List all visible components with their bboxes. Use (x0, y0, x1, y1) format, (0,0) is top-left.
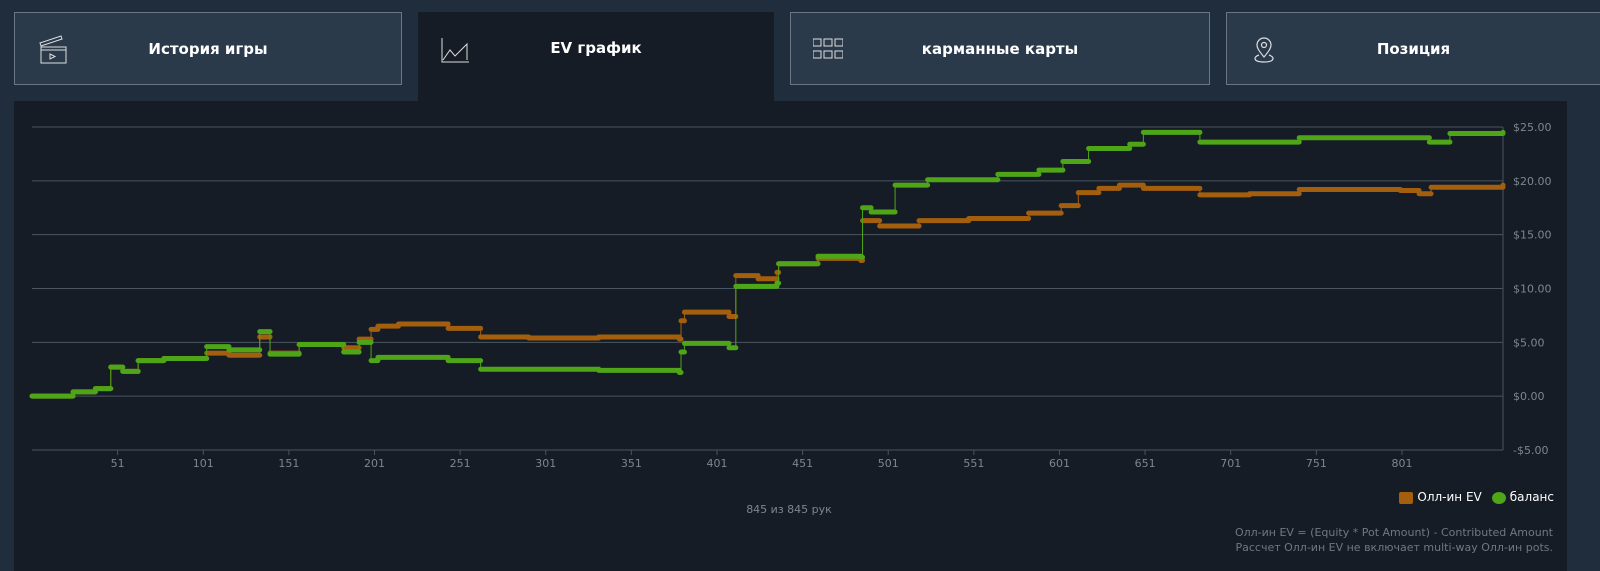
x-tick-label: 451 (792, 457, 813, 470)
x-tick-label: 301 (535, 457, 556, 470)
tab-position[interactable]: Позиция (1226, 12, 1600, 85)
x-tick-label: 401 (706, 457, 727, 470)
ev-formula: Олл-ин EV = (Equity * Pot Amount) - Cont… (1234, 526, 1553, 539)
x-tick-label: 101 (193, 457, 214, 470)
y-tick-label: $15.00 (1513, 229, 1552, 242)
x-tick-label: 651 (1135, 457, 1156, 470)
x-tick-label: 801 (1391, 457, 1412, 470)
legend-swatch (1399, 491, 1414, 504)
x-tick-label: 551 (963, 457, 984, 470)
ev-note: Олл-ин EV = (Equity * Pot Amount) - Cont… (1235, 525, 1553, 555)
legend-item-balance[interactable]: баланс (1491, 490, 1554, 504)
tab-label: карманные карты (921, 39, 1079, 58)
chart-panel (14, 101, 1567, 571)
legend-item-allin-ev[interactable]: Олл-ин EV (1399, 490, 1482, 504)
hand-count: 845 из 845 рук (746, 503, 832, 516)
x-tick-label: 701 (1220, 457, 1241, 470)
grid-icon (813, 38, 843, 59)
x-tick-label: 751 (1306, 457, 1327, 470)
x-tick-label: 351 (621, 457, 642, 470)
tab-label: EV график (550, 39, 642, 57)
tab-ev-graph[interactable]: EV график (418, 12, 774, 101)
y-tick-label: $25.00 (1513, 121, 1552, 134)
tab-label: Позиция (1376, 39, 1451, 58)
tab-pocket-cards[interactable]: карманные карты (790, 12, 1210, 85)
x-tick-label: 201 (364, 457, 385, 470)
y-tick-label: $10.00 (1513, 283, 1552, 296)
legend: Олл-ин EV баланс (1399, 490, 1554, 504)
x-tick-label: 501 (878, 457, 899, 470)
area-chart-icon (441, 38, 469, 63)
x-tick-label: 601 (1049, 457, 1070, 470)
legend-swatch (1491, 491, 1506, 504)
x-tick-label: 151 (278, 457, 299, 470)
series-line-0 (32, 184, 1504, 397)
y-tick-label: $0.00 (1513, 390, 1545, 403)
tab-game-history[interactable]: История игры (14, 12, 402, 85)
tab-label: История игры (148, 39, 268, 58)
y-tick-label: -$5.00 (1513, 444, 1548, 457)
clapperboard-icon (39, 35, 67, 64)
location-pin-icon (1254, 37, 1274, 63)
y-tick-label: $20.00 (1513, 175, 1552, 188)
x-tick-label: 251 (450, 457, 471, 470)
y-tick-label: $5.00 (1513, 336, 1545, 349)
x-tick-label: 51 (111, 457, 125, 470)
ev-disclaimer: Рассчет Олл-ин EV не включает multi-way … (1235, 541, 1553, 554)
